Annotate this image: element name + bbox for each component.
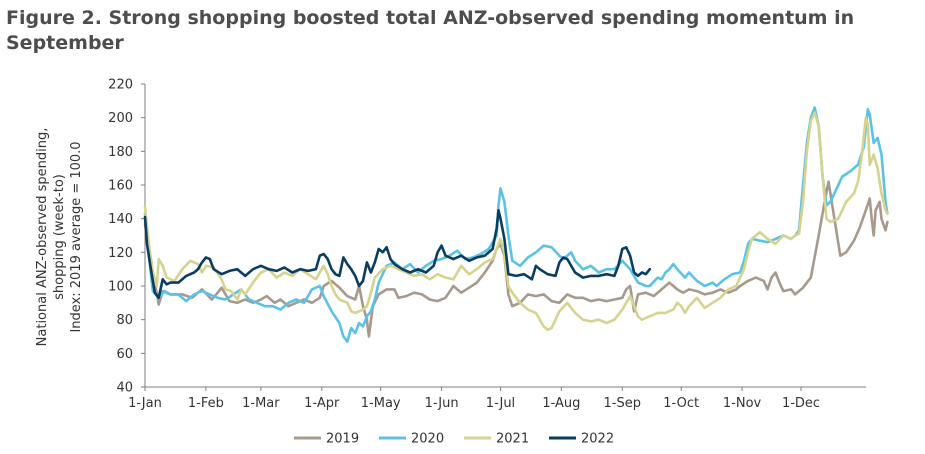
series-line-2022 — [143, 209, 652, 300]
x-tick: 1-Feb — [188, 387, 224, 411]
y-tick: 60 — [116, 347, 145, 362]
chart-series — [143, 106, 889, 343]
series-line-2019 — [143, 180, 889, 338]
y-axis-label-line-3: Index: 2019 average = 100.0 — [69, 141, 84, 332]
x-tick-label: 1-May — [361, 396, 401, 411]
chart-axes: 40 60 80 100 120 140 160 180 200 220 1-Jan 1-Feb 1-M… — [108, 78, 866, 411]
legend-label: 2021 — [496, 432, 529, 447]
legend-item-2021: 2021 — [464, 432, 529, 447]
y-tick-label: 200 — [108, 111, 133, 126]
y-tick: 140 — [108, 212, 145, 227]
x-tick-label: 1-Nov — [723, 396, 762, 411]
x-tick-label: 1-Apr — [304, 396, 340, 411]
chart-title: Figure 2. Strong shopping boosted total … — [6, 7, 855, 54]
legend-label: 2022 — [581, 432, 614, 447]
series-line-2020 — [143, 106, 889, 343]
x-tick-label: 1-Oct — [663, 396, 699, 411]
x-tick: 1-Apr — [304, 387, 340, 411]
legend-label: 2020 — [411, 432, 444, 447]
legend-item-2019: 2019 — [294, 432, 359, 447]
x-tick: 1-Oct — [663, 387, 699, 411]
x-tick-label: 1-Aug — [542, 396, 580, 411]
x-tick-label: 1-Jun — [425, 396, 459, 411]
y-tick-label: 60 — [116, 347, 133, 362]
y-tick: 220 — [108, 78, 145, 93]
y-tick: 200 — [108, 111, 145, 126]
y-tick-label: 140 — [108, 212, 133, 227]
x-tick: 1-Jan — [128, 387, 162, 411]
y-tick-label: 80 — [116, 313, 133, 328]
x-tick-label: 1-Jul — [486, 396, 515, 411]
y-axis-label-line-2: shopping (week-to) — [52, 174, 67, 300]
y-tick-label: 120 — [108, 246, 133, 261]
y-tick: 40 — [116, 381, 145, 396]
y-axis-label-line-1: National ANZ-observed spending, — [35, 128, 50, 347]
x-tick-label: 1-Feb — [188, 396, 224, 411]
y-tick: 80 — [116, 313, 145, 328]
x-tick: 1-Aug — [542, 387, 580, 411]
x-tick: 1-May — [361, 387, 401, 411]
y-tick: 160 — [108, 179, 145, 194]
x-tick: 1-Mar — [242, 387, 280, 411]
y-tick-label: 160 — [108, 179, 133, 194]
x-tick: 1-Dec — [782, 387, 820, 411]
x-tick-label: 1-Dec — [782, 396, 820, 411]
x-tick: 1-Jul — [486, 387, 515, 411]
legend-label: 2019 — [326, 432, 359, 447]
x-tick-label: 1-Sep — [604, 396, 641, 411]
y-tick-label: 100 — [108, 280, 133, 295]
y-tick: 180 — [108, 145, 145, 160]
legend-item-2022: 2022 — [549, 432, 614, 447]
y-tick-label: 40 — [116, 381, 133, 396]
x-tick: 1-Sep — [604, 387, 641, 411]
y-axis-label: National ANZ-observed spending, shopping… — [32, 80, 94, 394]
y-tick: 120 — [108, 246, 145, 261]
y-tick-label: 220 — [108, 78, 133, 93]
legend-item-2020: 2020 — [379, 432, 444, 447]
x-tick-label: 1-Mar — [242, 396, 280, 411]
y-tick-label: 180 — [108, 145, 133, 160]
x-tick: 1-Nov — [723, 387, 762, 411]
series-line-2021 — [143, 111, 889, 332]
chart-legend: 2019 2020 2021 2022 — [294, 432, 614, 447]
x-tick-label: 1-Jan — [128, 396, 162, 411]
x-tick: 1-Jun — [425, 387, 459, 411]
y-tick: 100 — [108, 280, 145, 295]
